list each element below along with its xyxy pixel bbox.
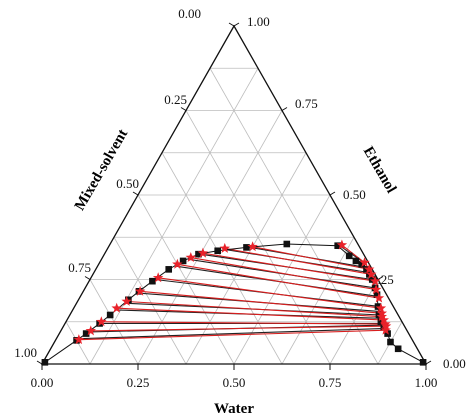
binodal-point-13 xyxy=(283,240,291,248)
tie-line-calculated-6 xyxy=(158,277,381,309)
right-tick-4: 1.00 xyxy=(247,14,270,29)
binodal-point-22 xyxy=(373,291,381,299)
tie-line-calculated-2 xyxy=(101,321,386,325)
binodal-point-15 xyxy=(345,252,353,260)
grid-line-water-5 xyxy=(281,237,355,365)
grid-line-water-1 xyxy=(89,68,259,365)
calculated-star-8-0 xyxy=(185,252,197,262)
calculated-star-5-1 xyxy=(376,307,388,318)
binodal-point-8 xyxy=(165,266,173,273)
tie-line-calculated-10 xyxy=(224,247,372,275)
grid-line-solvent-5 xyxy=(161,152,283,365)
binodal-point-11 xyxy=(214,247,221,255)
right-tick-mark-1 xyxy=(377,276,384,280)
left-tick-1: 0.25 xyxy=(164,92,187,107)
binodal-point-14 xyxy=(334,242,341,249)
calculated-star-12-0 xyxy=(336,239,348,250)
left-tick-0: 0.00 xyxy=(178,6,201,21)
binodal-point-29 xyxy=(394,345,402,353)
calculated-star-9-1 xyxy=(369,275,381,286)
right-tick-mark-3 xyxy=(281,107,288,111)
calculated-star-2-0 xyxy=(96,316,107,327)
binodal-point-16 xyxy=(352,257,360,265)
calculated-star-4-1 xyxy=(376,311,388,322)
left-tick-mark-2 xyxy=(132,191,139,196)
bottom-tick-3: 0.75 xyxy=(319,375,342,390)
bottom-tick-4: 1.00 xyxy=(415,375,438,390)
binodal-point-9 xyxy=(179,257,187,265)
data-markers xyxy=(41,239,427,366)
bottom-tick-2: 0.50 xyxy=(223,375,246,390)
grid-lines xyxy=(65,67,403,365)
tie-line-calculated-1 xyxy=(90,325,387,332)
calculated-star-5-0 xyxy=(134,285,146,296)
left-tick-2: 0.50 xyxy=(116,176,139,191)
tie-line-calculated-0 xyxy=(78,329,386,341)
calculated-star-7-1 xyxy=(373,292,385,303)
grid-line-solvent-6 xyxy=(185,110,331,365)
calculated-star-10-0 xyxy=(219,242,231,253)
calculated-star-6-1 xyxy=(375,302,387,313)
binodal-point-10 xyxy=(195,250,202,258)
calculated-star-11-0 xyxy=(247,241,258,252)
binodal-point-25 xyxy=(377,318,385,326)
grid-line-solvent-7 xyxy=(209,68,379,365)
right-tick-3: 0.75 xyxy=(295,96,318,111)
right-tick-mark-2 xyxy=(329,191,336,196)
bottom-tick-1: 0.25 xyxy=(127,375,150,390)
tie-line-calculated-3 xyxy=(116,307,384,321)
tie-line-calculated-12 xyxy=(341,244,365,264)
calculated-star-0-0 xyxy=(73,334,85,345)
left-tick-mark-0 xyxy=(36,360,43,365)
calculated-star-3-0 xyxy=(111,302,122,313)
calculated-star-8-1 xyxy=(370,284,382,295)
triangle-frame xyxy=(36,22,432,370)
calculated-star-10-1 xyxy=(366,268,377,279)
right-tick-0: 0.00 xyxy=(443,356,466,371)
calculated-star-9-0 xyxy=(197,247,209,258)
tie-line-calculated-9 xyxy=(202,252,376,282)
binodal-point-0 xyxy=(41,359,49,366)
binodal-point-1 xyxy=(73,337,80,344)
calculated-star-2-1 xyxy=(380,318,391,329)
left-axis-title: Mixed-solvent xyxy=(72,127,131,214)
tie-lines xyxy=(78,244,387,341)
calculated-star-4-0 xyxy=(121,295,132,306)
binodal-point-28 xyxy=(387,338,394,346)
bottom-tick-0: 0.00 xyxy=(31,375,54,390)
binodal-point-7 xyxy=(149,277,156,285)
calculated-star-7-0 xyxy=(172,258,183,269)
right-tick-mark-4 xyxy=(233,22,240,27)
tick-labels: 0.00 0.25 0.50 0.75 1.00 0.00 0.25 0.50 … xyxy=(14,6,466,390)
left-tick-3: 0.75 xyxy=(68,260,91,275)
left-tick-4: 1.00 xyxy=(14,345,37,360)
left-tick-mark-3 xyxy=(180,107,187,111)
bottom-axis-title: Water xyxy=(214,401,254,417)
binodal-point-2 xyxy=(82,330,90,337)
tie-line-calculated-11 xyxy=(252,246,370,270)
calculated-star-6-0 xyxy=(152,272,164,283)
calculated-star-11-1 xyxy=(363,263,375,274)
right-tick-mark-0 xyxy=(425,360,432,365)
grid-line-water-3 xyxy=(185,152,307,365)
calculated-star-1-0 xyxy=(85,325,96,336)
tie-line-calculated-4 xyxy=(126,300,382,318)
tie-line-experimental-0 xyxy=(79,327,385,340)
tie-line-calculated-8 xyxy=(190,256,377,291)
binodal-point-17 xyxy=(358,260,365,268)
right-tick-2: 0.50 xyxy=(343,187,366,202)
tie-line-calculated-7 xyxy=(177,263,380,299)
tie-line-calculated-5 xyxy=(140,290,382,314)
calculated-star-12-1 xyxy=(359,257,370,268)
left-tick-mark-4 xyxy=(228,22,235,27)
calculated-star-0-1 xyxy=(380,324,391,335)
binodal-point-30 xyxy=(419,359,427,366)
binodal-point-4 xyxy=(106,311,114,319)
binodal-point-12 xyxy=(243,244,250,251)
left-tick-mark-1 xyxy=(84,276,91,280)
grid-line-solvent-3 xyxy=(113,237,187,365)
